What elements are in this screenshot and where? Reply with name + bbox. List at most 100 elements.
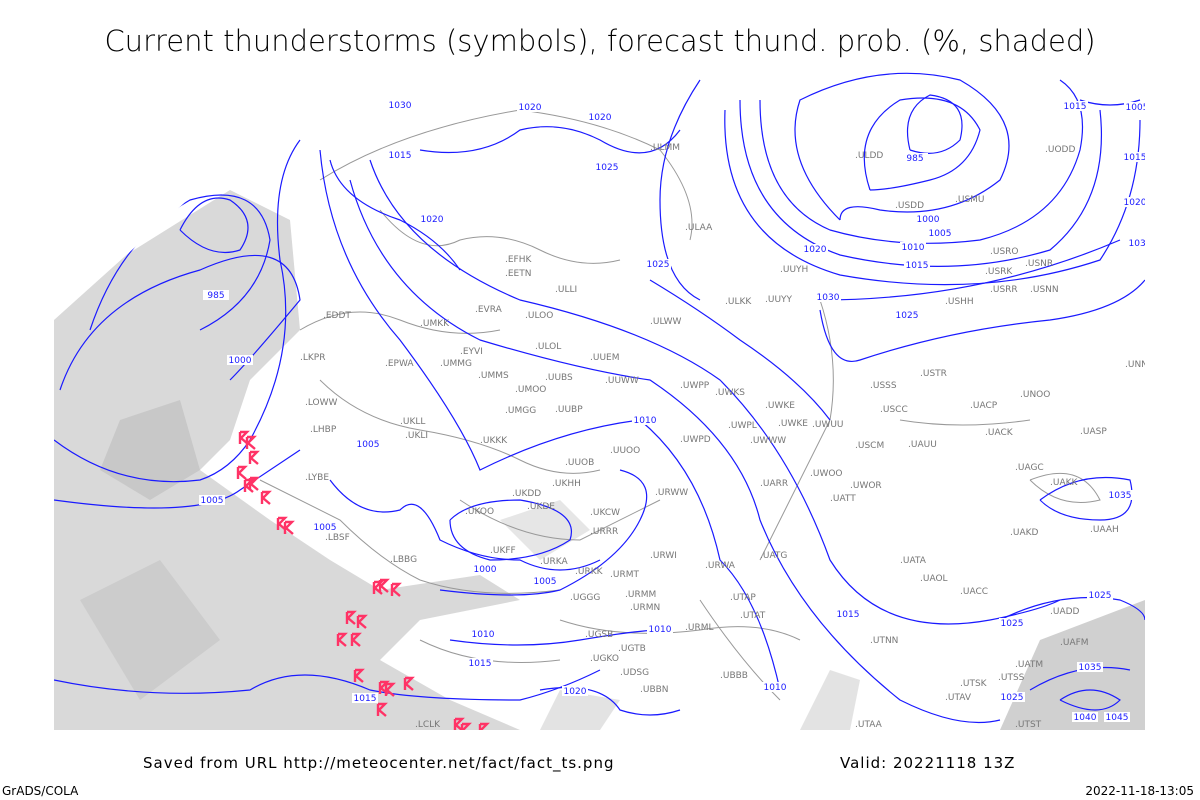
station-label: .UKOO [465,507,494,517]
thunderstorm-icon [238,430,250,445]
thunderstorm-icon [276,516,288,531]
station-label: .UACK [985,428,1014,438]
station-label: .URWW [655,488,688,498]
isobar-label: 1015 [469,659,492,669]
isobar-line [54,449,301,509]
station-label: .URMM [625,590,656,600]
isobar-label-bg [467,658,493,668]
isobar-label-bg [387,150,413,160]
thunderstorm-icon [372,580,384,595]
station-label: .URML [685,623,713,633]
isobar-label: 1025 [596,163,619,173]
isobar-label: 1020 [564,687,587,697]
isobar-label-bg [632,415,658,425]
station-label: .UAFM [1060,638,1089,648]
isobar-label: 1015 [389,151,412,161]
station-label: .UUBS [545,373,573,383]
station-label: .LYBE [305,473,329,483]
isobar-label: 1005 [201,496,224,506]
thunderstorm-icon [350,632,362,647]
isobar-label-bg [815,292,841,302]
station-label: .USCM [855,441,884,451]
isobar-label: 1000 [474,565,497,575]
isobar-label-bg [594,162,620,172]
thunderstorm-icon [378,680,390,695]
map-title: Current thunderstorms (symbols), forecas… [104,24,1096,58]
station-label: .UAKD [1010,528,1039,538]
isobar-label-bg [227,355,253,365]
station-label: .ULLI [555,285,577,295]
station-label: .UATA [900,556,927,566]
station-label: .UDSG [620,668,649,678]
station-label: .UTAT [740,611,766,621]
station-label: .UWKS [715,388,745,398]
isobar-label: 1030 [817,293,840,303]
isobar-label: 1010 [764,683,787,693]
station-label: .EDDT [323,311,351,321]
station-label: .UACC [960,587,988,597]
station-label: .URMN [630,603,660,613]
isobar-label: 1015 [837,610,860,620]
isobar-label-bg [999,618,1025,628]
isobar-label: 1005 [314,523,337,533]
isobar-label: 1015 [1124,153,1147,163]
station-label: .EPWA [385,359,414,369]
station-label: .UUYY [765,295,793,305]
isobar-line [419,126,681,154]
thunderstorm-icon [248,450,260,465]
station-label: .URKA [540,557,568,567]
isobar-label: 1010 [649,625,672,635]
station-label: .ULAA [685,223,713,233]
thunderstorm-probability-shading [54,190,1145,730]
isobar-label: 1005 [1126,103,1149,113]
station-label: .LBSF [325,533,350,543]
station-label: .UNBB [1145,381,1174,391]
station-label: .UGKO [590,654,619,664]
isobar-label: 1015 [354,694,377,704]
isobar-label-bg [352,693,378,703]
station-label: .UTAA [855,720,883,730]
station-label: .UATG [760,551,787,561]
station-label: .LBBG [390,555,417,565]
station-label: .LOWW [305,398,338,408]
station-label: .UAUU [908,440,937,450]
station-label: .UAOL [920,574,948,584]
thunderstorm-icon [236,465,248,480]
isobar-line [659,79,701,301]
station-label: .UAKK [1050,478,1079,488]
isobar-label-bg [419,214,445,224]
isobar-label: 1035 [1109,491,1132,501]
station-label: .UMKK [420,319,450,329]
isobar-label-bg [1077,662,1103,672]
isobar-line [329,159,461,271]
isobar-line [819,239,1121,301]
thunderstorm-icon [336,632,348,647]
isobar-label-bg [472,564,498,574]
station-label: .UBBN [640,685,669,695]
isobar-label-bg [562,686,588,696]
isobar-line [906,94,963,154]
station-label: .ULDD [855,151,883,161]
isobar-label: 1005 [357,440,380,450]
isobar-line [349,179,1001,724]
isobar-label-bg [1062,101,1088,111]
station-label: .EETN [505,269,531,279]
station-label: .UKKK [480,436,508,446]
isobar-label: 1045 [1106,713,1129,723]
thunderstorm-icon [403,676,415,691]
thunderstorm-icon [460,722,472,730]
station-label: .UBBB [720,671,748,681]
generation-timestamp: 2022-11-18-13:05 [1085,784,1194,798]
station-label: .UTAV [945,693,972,703]
isobar-line [329,479,601,571]
isobar-label: 1025 [1089,591,1112,601]
station-label: .UKDD [512,489,541,499]
station-label: .EYVI [460,347,483,357]
isobar-label-bg [312,522,338,532]
station-label: .ULMM [650,143,680,153]
thunderstorm-icon [376,702,388,717]
isobar-label: 1010 [472,630,495,640]
station-label: .USRR [990,285,1018,295]
isobar-label-bg [902,153,928,163]
